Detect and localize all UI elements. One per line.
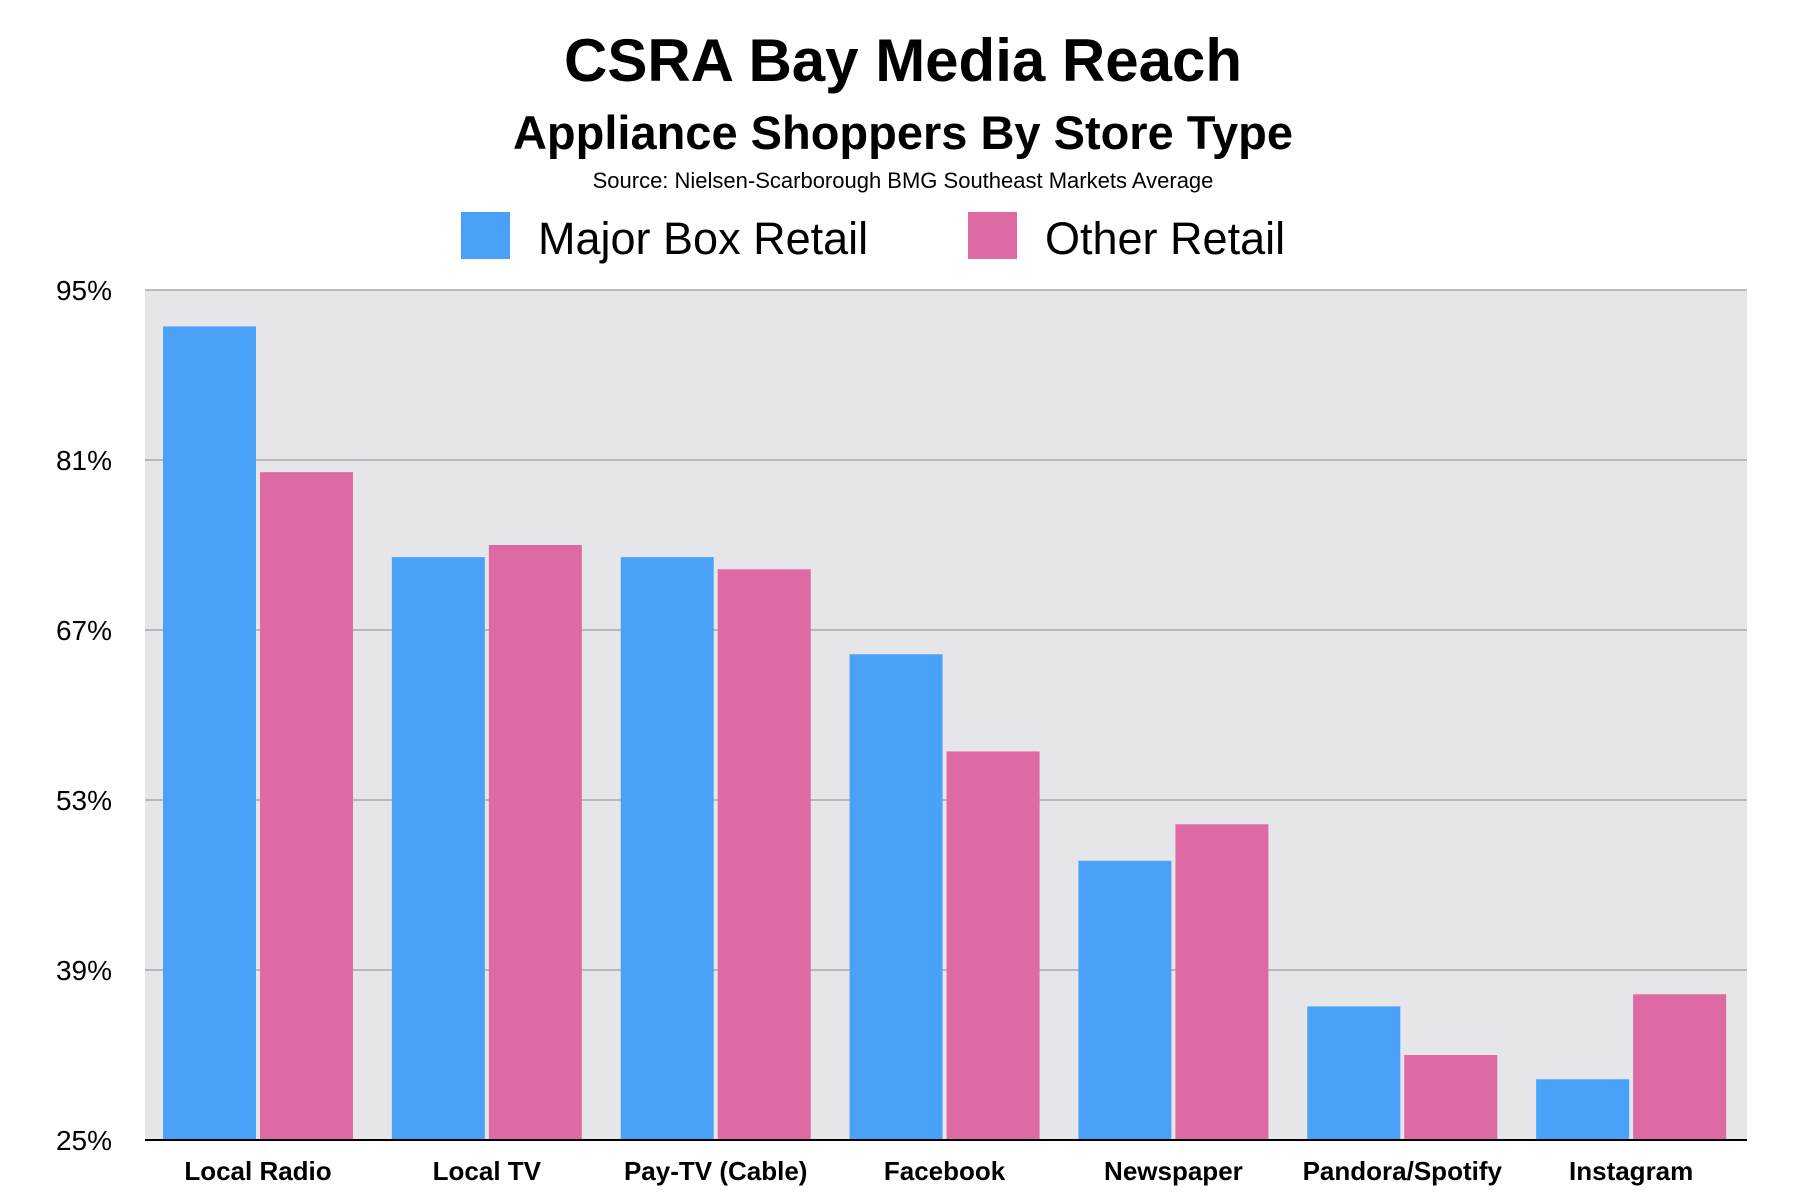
bar-other-retail — [1175, 824, 1269, 1140]
bar-major-box-retail — [391, 557, 485, 1140]
x-tick-label: Local Radio — [184, 1156, 331, 1186]
legend-swatch-major-box-retail — [461, 212, 510, 259]
y-tick-label: 25% — [56, 1125, 112, 1156]
bar-other-retail — [717, 569, 811, 1140]
legend: Major Box Retail Other Retail — [461, 212, 1285, 264]
legend-label-major-box-retail: Major Box Retail — [538, 213, 868, 264]
bar-major-box-retail — [163, 326, 256, 1140]
y-tick-label: 81% — [56, 445, 112, 476]
bar-major-box-retail — [1307, 1006, 1401, 1140]
y-tick-label: 67% — [56, 615, 112, 646]
legend-label-other-retail: Other Retail — [1045, 213, 1285, 264]
bar-other-retail — [260, 472, 353, 1141]
y-axis-ticks: 95% 81% 67% 53% 39% 25% — [56, 275, 112, 1156]
x-tick-label: Newspaper — [1104, 1156, 1243, 1186]
plot-area — [145, 290, 1747, 1140]
bar-other-retail — [488, 545, 582, 1140]
x-tick-label: Facebook — [884, 1156, 1006, 1186]
bar-other-retail — [946, 751, 1040, 1140]
bar-major-box-retail — [849, 654, 943, 1140]
y-tick-label: 95% — [56, 275, 112, 306]
bar-other-retail — [1404, 1055, 1498, 1140]
bar-major-box-retail — [1078, 860, 1172, 1140]
x-axis-ticks: Local Radio Local TV Pay-TV (Cable) Faceboo… — [184, 1156, 1693, 1186]
chart-title: CSRA Bay Media Reach — [564, 27, 1242, 94]
chart-source: Source: Nielsen-Scarborough BMG Southeas… — [593, 168, 1214, 193]
x-tick-label: Pandora/Spotify — [1303, 1156, 1503, 1186]
x-tick-label: Local TV — [433, 1156, 542, 1186]
bar-other-retail — [1633, 994, 1727, 1140]
legend-swatch-other-retail — [968, 212, 1017, 259]
y-tick-label: 39% — [56, 955, 112, 986]
bar-major-box-retail — [1536, 1079, 1630, 1140]
bar-major-box-retail — [620, 557, 714, 1140]
y-tick-label: 53% — [56, 785, 112, 816]
chart-subtitle: Appliance Shoppers By Store Type — [513, 106, 1293, 159]
x-tick-label: Pay-TV (Cable) — [624, 1156, 808, 1186]
bars — [163, 326, 1727, 1141]
x-tick-label: Instagram — [1569, 1156, 1693, 1186]
